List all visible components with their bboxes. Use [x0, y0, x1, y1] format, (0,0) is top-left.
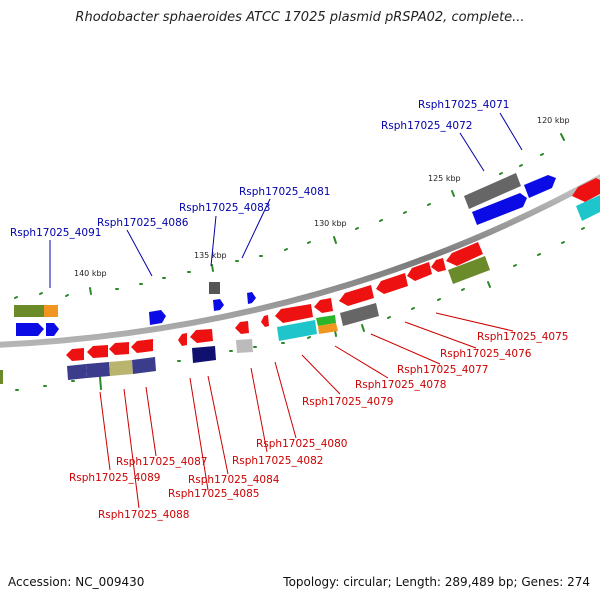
gene-label[interactable]: Rsph17025_4076	[440, 348, 532, 360]
gene-block[interactable]	[340, 303, 379, 326]
gene-arrow[interactable]	[149, 310, 166, 325]
gene-label[interactable]: Rsph17025_4087	[116, 456, 207, 468]
map-title: Rhodobacter sphaeroides ATCC 17025 plasm…	[75, 10, 525, 25]
gene-arrow[interactable]	[190, 329, 213, 343]
forward-strand-features	[14, 173, 556, 336]
gene-block[interactable]	[318, 323, 338, 334]
gene-arrow[interactable]	[275, 304, 313, 323]
gene-block[interactable]	[44, 305, 58, 317]
gene-label[interactable]: Rsph17025_4078	[355, 379, 446, 391]
gene-label[interactable]: Rsph17025_4079	[302, 396, 393, 408]
gene-arrow[interactable]	[407, 262, 432, 281]
gene-arrow[interactable]	[261, 315, 269, 327]
gene-arrow[interactable]	[314, 298, 333, 313]
scale-label-120: 120 kbp	[537, 116, 570, 125]
gene-label[interactable]: Rsph17025_4091	[10, 227, 101, 239]
plasmid-backbone	[0, 174, 600, 348]
gene-arrow[interactable]	[431, 258, 446, 272]
gene-block[interactable]	[209, 282, 220, 294]
gene-label[interactable]: Rsph17025_4077	[397, 364, 488, 376]
gene-arrow[interactable]	[339, 285, 374, 306]
forward-leader-lines	[49, 112, 523, 288]
gene-arrow[interactable]	[472, 193, 527, 225]
scale-label-130: 130 kbp	[314, 219, 347, 228]
gene-block[interactable]	[109, 360, 133, 376]
gene-arrow[interactable]	[87, 345, 108, 358]
gene-label[interactable]: Rsph17025_4080	[256, 438, 347, 450]
outer-tick-ring	[14, 133, 565, 299]
gene-arrow[interactable]	[247, 292, 256, 304]
scale-label-135: 135 kbp	[194, 251, 227, 260]
gene-label[interactable]: Rsph17025_4084	[188, 474, 280, 486]
gene-label[interactable]: Rsph17025_4072	[381, 120, 472, 132]
gene-arrow[interactable]	[16, 323, 44, 336]
gene-block[interactable]	[14, 305, 44, 317]
gene-label[interactable]: Rsph17025_4089	[69, 472, 160, 484]
gene-label[interactable]: Rsph17025_4086	[97, 217, 189, 229]
gene-label[interactable]: Rsph17025_4088	[98, 509, 189, 521]
gene-arrow[interactable]	[235, 321, 249, 334]
gene-arrow[interactable]	[572, 178, 600, 202]
gene-label[interactable]: Rsph17025_4085	[168, 488, 259, 500]
gene-label[interactable]: Rsph17025_4071	[418, 99, 509, 111]
gene-block[interactable]	[576, 195, 600, 221]
gene-block[interactable]	[464, 173, 521, 209]
gene-arrow[interactable]	[376, 273, 408, 294]
gene-arrow[interactable]	[213, 299, 224, 311]
gene-arrow[interactable]	[524, 175, 556, 198]
forward-gene-labels: Rsph17025_4091 Rsph17025_4086 Rsph17025_…	[10, 99, 509, 239]
gene-block[interactable]	[236, 339, 253, 353]
gene-arrow[interactable]	[46, 323, 59, 336]
gene-arrow[interactable]	[178, 333, 187, 346]
gene-arrow[interactable]	[131, 339, 153, 353]
gene-label[interactable]: Rsph17025_4083	[179, 202, 270, 214]
gene-block[interactable]	[448, 256, 490, 284]
scale-label-125: 125 kbp	[428, 174, 461, 183]
gene-block[interactable]	[86, 362, 110, 378]
reverse-gene-labels: Rsph17025_4075 Rsph17025_4076 Rsph17025_…	[69, 331, 568, 521]
gene-label[interactable]: Rsph17025_4082	[232, 455, 323, 467]
gene-arrow[interactable]	[446, 242, 483, 266]
summary-label: Topology: circular; Length: 289,489 bp; …	[283, 575, 590, 589]
reverse-leader-lines	[99, 312, 514, 509]
scale-label-140: 140 kbp	[74, 269, 107, 278]
gene-block[interactable]	[277, 320, 317, 341]
reverse-strand-features	[0, 178, 600, 384]
gene-block[interactable]	[0, 370, 3, 384]
gene-block[interactable]	[316, 315, 336, 326]
gene-block[interactable]	[132, 357, 156, 374]
gene-arrow[interactable]	[109, 342, 129, 355]
gene-label[interactable]: Rsph17025_4081	[239, 186, 330, 198]
gene-arrow[interactable]	[66, 348, 84, 361]
gene-block[interactable]	[192, 346, 216, 363]
accession-label: Accession: NC_009430	[8, 575, 145, 589]
gene-label[interactable]: Rsph17025_4075	[477, 331, 568, 343]
gene-block[interactable]	[67, 364, 87, 380]
